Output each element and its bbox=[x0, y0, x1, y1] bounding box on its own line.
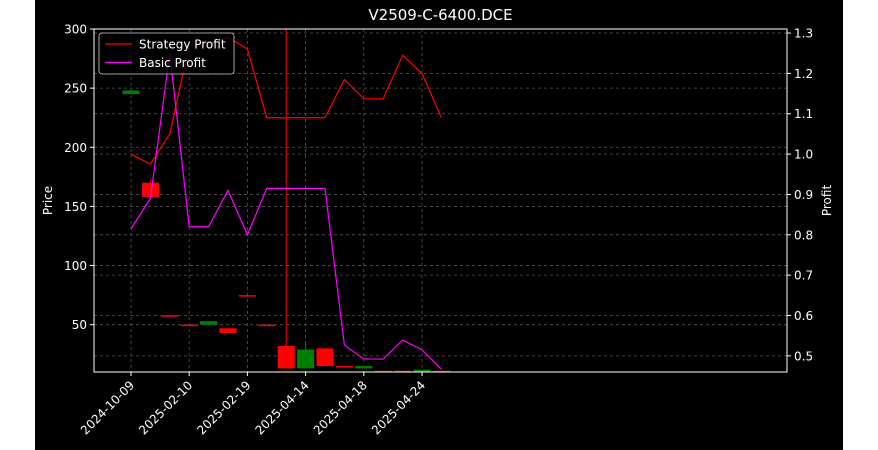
legend: Strategy Profit Basic Profit bbox=[98, 32, 235, 75]
candle-body bbox=[180, 324, 198, 327]
right-tick-label: 0.9 bbox=[794, 188, 813, 202]
grid bbox=[94, 28, 787, 372]
candle-body bbox=[200, 321, 218, 325]
profit-lines bbox=[130, 36, 442, 370]
candle-body bbox=[238, 295, 256, 297]
candle-body bbox=[161, 315, 179, 317]
right-axis: 0.5 0.6 0.7 0.8 0.9 1.0 1.1 1.2 1.3 bbox=[787, 27, 813, 363]
right-tick-label: 0.6 bbox=[794, 309, 813, 323]
x-axis: 2024-10-092025-02-102025-02-192025-04-14… bbox=[78, 372, 428, 437]
right-tick-label: 1.3 bbox=[794, 27, 813, 41]
left-axis: 50 100 150 200 250 300 bbox=[64, 23, 94, 332]
left-tick-label: 50 bbox=[72, 318, 87, 332]
candle-body bbox=[335, 366, 353, 368]
candlestick-chart: 50 100 150 200 250 300 0.5 0.6 0.7 0.8 0.9 1.0 1.1 1… bbox=[41, 6, 834, 437]
right-tick-label: 0.5 bbox=[794, 349, 813, 363]
chart-title: V2509-C-6400.DCE bbox=[368, 6, 512, 24]
series-line bbox=[130, 36, 442, 165]
x-tick-label: 2025-04-14 bbox=[253, 378, 312, 437]
x-tick-label: 2025-02-19 bbox=[194, 378, 253, 437]
chart-frame: 50 100 150 200 250 300 0.5 0.6 0.7 0.8 0.9 1.0 1.1 1… bbox=[35, 0, 843, 450]
legend-box bbox=[98, 32, 235, 75]
candle-body bbox=[355, 366, 373, 369]
candle-body bbox=[316, 348, 334, 367]
y-axis-label-right: Profit bbox=[820, 185, 834, 217]
right-tick-label: 1.1 bbox=[794, 107, 813, 121]
x-tick-label: 2024-10-09 bbox=[78, 378, 137, 437]
x-tick-label: 2025-04-24 bbox=[369, 378, 428, 437]
candle-body bbox=[219, 328, 237, 333]
x-tick-label: 2025-04-18 bbox=[311, 378, 370, 437]
right-tick-label: 0.8 bbox=[794, 228, 813, 242]
left-tick-label: 300 bbox=[64, 23, 87, 37]
candle-body bbox=[122, 90, 140, 95]
left-tick-label: 150 bbox=[64, 200, 87, 214]
candle-body bbox=[297, 349, 315, 369]
right-tick-label: 0.7 bbox=[794, 269, 813, 283]
right-tick-label: 1.0 bbox=[794, 148, 813, 162]
candles bbox=[122, 29, 450, 373]
candle-body bbox=[141, 182, 159, 197]
right-tick-label: 1.2 bbox=[794, 67, 813, 81]
series-line bbox=[130, 53, 442, 370]
left-tick-label: 250 bbox=[64, 82, 87, 96]
candle-body bbox=[258, 324, 276, 327]
candle-body bbox=[277, 345, 295, 369]
legend-entry: Basic Profit bbox=[139, 56, 206, 70]
legend-entry: Strategy Profit bbox=[139, 38, 226, 52]
x-tick-label: 2025-02-10 bbox=[136, 378, 195, 437]
plot-border bbox=[93, 28, 788, 373]
left-tick-label: 100 bbox=[64, 259, 87, 273]
y-axis-label-left: Price bbox=[41, 186, 55, 215]
left-tick-label: 200 bbox=[64, 141, 87, 155]
candle-body bbox=[413, 369, 431, 372]
